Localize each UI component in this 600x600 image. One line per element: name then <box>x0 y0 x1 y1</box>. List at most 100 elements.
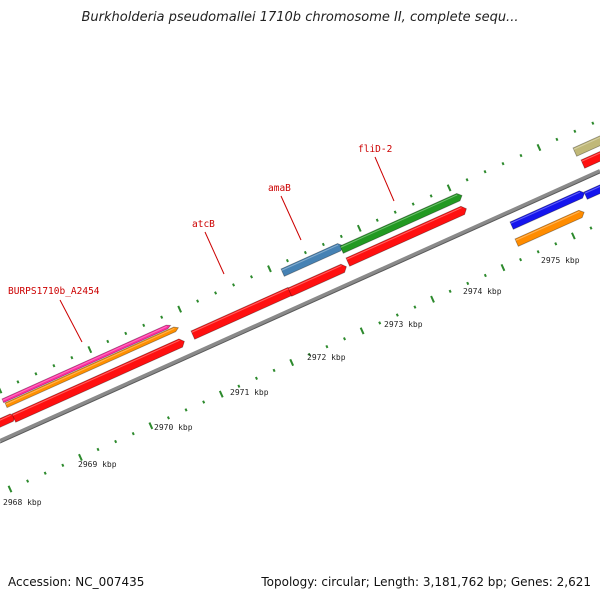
outer-scale-tick <box>124 331 128 336</box>
gene-leader-line <box>204 231 225 275</box>
inner-scale-tick <box>307 352 311 357</box>
inner-scale-tick <box>43 471 47 475</box>
outer-scale-tick <box>519 153 523 158</box>
inner-scale-tick <box>343 337 346 341</box>
gene-arrow-amab-highlight <box>281 244 339 271</box>
outer-scale-tick <box>52 364 56 368</box>
outer-scale-tick <box>250 275 253 279</box>
kbp-scale-label: 2968 kbp <box>3 498 42 507</box>
outer-scale-tick <box>536 143 542 152</box>
outer-scale-tick <box>501 161 505 166</box>
gene-arrow-red <box>11 338 185 423</box>
kbp-scale-label: 2970 kbp <box>154 423 193 432</box>
kbp-scale-label: 2971 kbp <box>230 388 269 397</box>
gene-leader-line <box>59 299 83 343</box>
gene-arrow-flid2 <box>339 193 463 254</box>
inner-scale-tick <box>218 390 224 398</box>
inner-scale-tick <box>61 463 65 467</box>
outer-scale-tick <box>429 194 433 198</box>
gene-arrow-orange <box>4 326 180 409</box>
gene-label-burps1710b_a2454: BURPS1710b_A2454 <box>8 286 100 297</box>
inner-scale-tick <box>413 305 417 309</box>
outer-scale-tick <box>34 372 38 376</box>
inner-scale-tick <box>7 485 13 493</box>
inner-scale-tick <box>536 250 540 254</box>
gene-arrow-magenta-highlight <box>2 326 167 401</box>
inner-scale-tick <box>272 368 276 373</box>
outer-scale-tick <box>214 291 218 295</box>
outer-scale-tick <box>321 242 325 247</box>
gene-arrow-khaki-highlight <box>573 136 600 150</box>
outer-scale-tick <box>160 315 164 319</box>
outer-scale-tick <box>375 218 379 222</box>
outer-scale-tick <box>356 224 362 232</box>
outer-scale-tick <box>142 323 146 328</box>
accession-text: Accession: NC_007435 <box>8 575 145 589</box>
outer-scale-tick <box>177 305 182 313</box>
inner-scale-tick <box>395 313 399 317</box>
inner-scale-tick <box>325 344 329 349</box>
outer-scale-tick <box>70 355 74 360</box>
outer-scale-tick <box>393 210 397 214</box>
gene-label-amab: amaB <box>268 183 291 194</box>
gene-arrow-magenta <box>1 324 172 404</box>
topology-summary: Topology: circular; Length: 3,181,762 bp… <box>261 575 591 589</box>
gene-arrow-blue-edge <box>583 184 600 200</box>
inner-scale-tick <box>430 295 435 303</box>
inner-scale-tick <box>448 289 452 293</box>
kbp-scale-label: 2973 kbp <box>384 320 423 329</box>
inner-scale-tick <box>483 273 487 278</box>
inner-scale-tick <box>184 408 188 412</box>
outer-scale-tick <box>303 250 307 255</box>
gene-label-atcb: atcB <box>192 219 215 230</box>
inner-scale-tick <box>202 400 206 404</box>
gene-arrow-red-highlight <box>12 339 180 416</box>
outer-scale-tick <box>87 345 93 354</box>
gene-leader-line <box>280 195 302 241</box>
inner-scale-tick <box>359 327 365 335</box>
outer-scale-tick <box>285 258 289 263</box>
outer-scale-tick <box>483 170 487 174</box>
outer-scale-tick <box>465 178 469 182</box>
inner-scale-tick <box>96 447 100 452</box>
outer-scale-tick <box>555 137 559 142</box>
kbp-scale-label: 2969 kbp <box>78 460 117 469</box>
inner-scale-tick <box>237 384 241 388</box>
gene-arrow-orange-right <box>514 209 585 247</box>
gene-arrow-red <box>287 263 347 297</box>
outer-scale-tick <box>446 184 452 192</box>
gene-arrow-flid2-highlight <box>340 194 458 248</box>
gene-arrow-orange-highlight <box>5 327 175 405</box>
gene-arrow-red-atcb-highlight <box>191 288 289 333</box>
outer-scale-tick <box>0 387 3 394</box>
inner-scale-tick <box>571 232 576 240</box>
inner-scale-tick <box>254 376 258 380</box>
outer-scale-tick <box>106 339 110 344</box>
kbp-scale-label: 2972 kbp <box>307 353 346 362</box>
inner-scale-tick <box>78 453 83 461</box>
gene-arrow-blue-edge-highlight <box>584 185 600 194</box>
outer-scale-tick <box>267 265 272 273</box>
map-title: Burkholderia pseudomallei 1710b chromoso… <box>81 10 519 25</box>
inner-scale-tick <box>148 422 154 430</box>
gene-arrow-orange-right-highlight <box>515 211 580 241</box>
outer-scale-tick <box>16 380 20 384</box>
gene-arrow-red-highlight <box>581 152 600 162</box>
gene-arrow-red-highlight <box>0 414 11 421</box>
gene-arrow-khaki <box>572 135 600 157</box>
inner-scale-tick <box>166 416 170 420</box>
inner-scale-tick <box>589 226 593 230</box>
backbone-shadow <box>0 172 600 444</box>
inner-scale-tick <box>466 281 470 286</box>
gene-arrow-red <box>345 205 467 267</box>
inner-scale-tick <box>378 321 382 325</box>
kbp-scale-label: 2974 kbp <box>463 287 502 296</box>
backbone-line <box>0 169 600 443</box>
outer-scale-tick <box>411 202 415 206</box>
gene-arrow-blue-highlight <box>510 191 581 224</box>
inner-scale-tick <box>114 439 118 444</box>
inner-scale-tick <box>519 257 523 262</box>
inner-scale-tick <box>554 242 558 246</box>
outer-scale-tick <box>591 121 595 125</box>
